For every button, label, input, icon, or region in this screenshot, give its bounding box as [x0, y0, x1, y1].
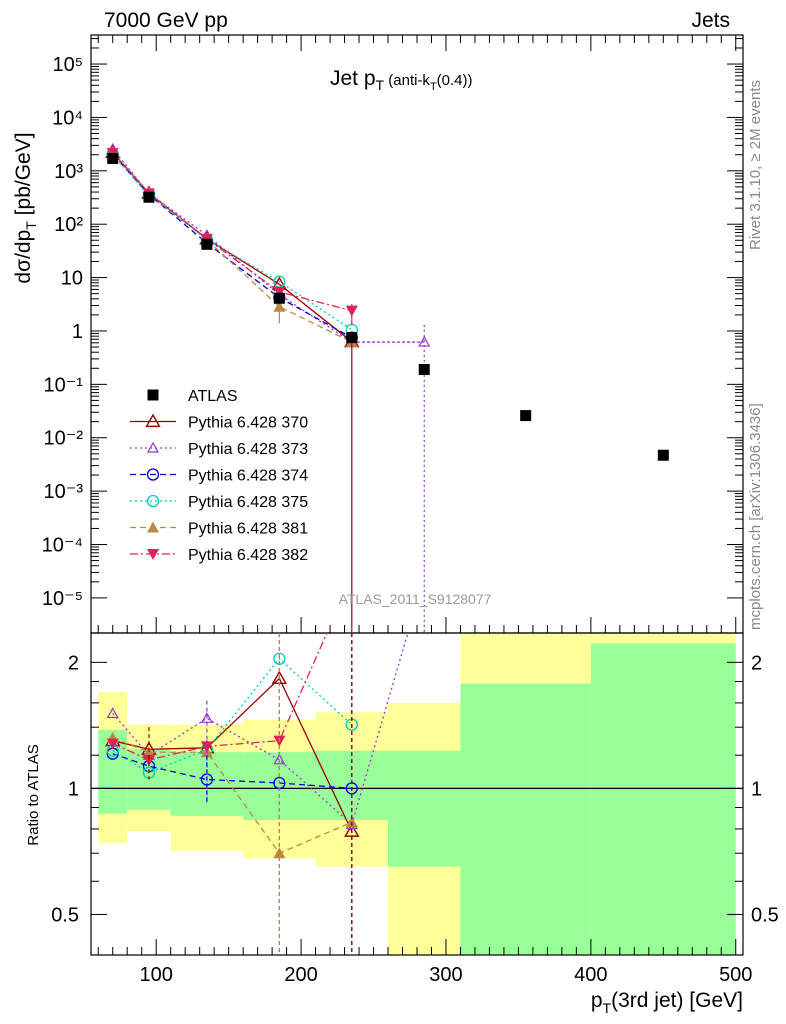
main-series-layer: [105, 142, 669, 633]
y-tick-label: 10⁴: [52, 107, 83, 129]
legend-label: Pythia 6.428 381: [188, 521, 308, 538]
ratio-point: [200, 741, 213, 753]
series-line: [112, 154, 353, 331]
y-tick-label: 10⁵: [52, 54, 83, 76]
ratio-y-tick-label: 0.5: [51, 904, 79, 926]
y-tick-label: 10⁻²: [44, 428, 84, 450]
ratio-y-tick-label-right: 0.5: [751, 904, 779, 926]
y-tick-label: 10³: [54, 161, 83, 183]
legend-marker: [145, 413, 161, 428]
chart-title-part: T: [376, 77, 385, 93]
y-tick-label: 10: [61, 268, 83, 290]
ratio-point: [345, 816, 358, 828]
legend-marker: [146, 441, 160, 453]
x-axis-title-part: p: [591, 989, 603, 1012]
data-point: [520, 410, 532, 422]
data-point: [107, 153, 119, 165]
y-axis-title-part: T: [23, 221, 39, 230]
ratio-line: [112, 753, 352, 790]
ratio-frame-box: [90, 632, 744, 956]
series-line: [112, 152, 353, 343]
main-series-p374: [106, 148, 358, 344]
y-tick-label: 10⁻⁴: [42, 535, 83, 557]
ratio-line: [112, 737, 353, 855]
chart-title-part: (anti-k: [384, 72, 430, 89]
legend-label: Pythia 6.428 373: [188, 441, 308, 458]
y-axis-title-main: dσ/dpT [pb/GeV]: [12, 132, 39, 283]
watermark: ATLAS_2011_S9128077: [339, 591, 492, 607]
main-series-p382: [106, 148, 358, 317]
side-label-rivet: Rivet 3.1.10, ≥ 2M events: [747, 80, 764, 250]
series-line: [112, 148, 425, 343]
side-label-mcplots: mcplots.cern.ch [arXiv:1306.3436]: [747, 403, 764, 630]
y-axis-title-part: dσ/dp: [12, 230, 35, 284]
y-tick-label: 10⁻¹: [44, 374, 84, 396]
band-inner-bin: [460, 683, 591, 955]
ratio-point: [106, 707, 119, 719]
header-left: 7000 GeV pp: [104, 9, 228, 32]
series-point: [273, 286, 286, 298]
ratio-panel-frame: 100 200 300 400 500 0.5 0.5 1 1 2 2: [51, 632, 779, 986]
legend-marker: [147, 521, 159, 533]
y-axis-title-part: [pb/GeV]: [12, 132, 35, 221]
ratio-y-tick-label-right: 1: [751, 778, 762, 800]
ratio-line: [112, 633, 409, 826]
x-tick-label: 200: [284, 964, 317, 986]
x-tick-label: 500: [719, 964, 752, 986]
main-series-p373: [106, 142, 431, 347]
y-tick-label: 10²: [54, 214, 83, 236]
legend-label: Pythia 6.428 375: [188, 494, 308, 511]
x-axis-title-part: T: [603, 1000, 612, 1016]
x-tick-label: 100: [140, 964, 173, 986]
legend-label: Pythia 6.428 382: [188, 547, 308, 564]
ratio-y-tick-label: 2: [68, 652, 79, 674]
chart-title-part: T: [430, 81, 437, 93]
x-tick-label: 300: [429, 964, 462, 986]
legend-marker: [146, 468, 160, 481]
main-panel-frame: 10⁻⁵ 10⁻⁴ 10⁻³ 10⁻² 10⁻¹ 1 10 10² 10³ 10⁴ 10⁵: [42, 34, 744, 955]
legend-label: Pythia 6.428 370: [188, 415, 308, 432]
ratio-y-tick-label: 1: [68, 778, 79, 800]
data-point: [273, 292, 285, 304]
band-inner-bin: [388, 750, 461, 867]
main-series-p370: [105, 144, 360, 348]
ratio-uncertainty-bands: [98, 633, 736, 955]
series-line: [112, 151, 353, 343]
y-axis-title-ratio: Ratio to ATLAS: [25, 744, 42, 845]
data-point: [143, 191, 155, 203]
ratio-point: [106, 738, 119, 750]
y-tick-label: 1: [72, 321, 83, 343]
legend-marker: [147, 549, 159, 560]
main-series-data: [107, 153, 669, 461]
chart-title: Jet pT (anti-kT(0.4)): [330, 67, 473, 93]
data-point: [657, 449, 669, 461]
x-axis-title-part: (3rd jet) [GeV]: [611, 989, 743, 1012]
series-line: [112, 152, 352, 312]
legend-marker: [147, 389, 159, 401]
ratio-y-tick-label-right: 2: [751, 652, 762, 674]
legend-label: ATLAS: [188, 388, 238, 405]
chart-title-part: (0.4)): [437, 72, 473, 89]
legend-marker: [146, 494, 160, 508]
x-axis-title: pT(3rd jet) [GeV]: [591, 989, 743, 1016]
header-right: Jets: [691, 9, 730, 32]
main-series-p375: [106, 148, 358, 336]
y-tick-label: 10⁻³: [44, 481, 84, 503]
data-point: [418, 363, 430, 375]
ratio-series-layer: [105, 633, 409, 955]
y-tick-label: 10⁻⁵: [42, 588, 83, 610]
chart-title-part: Jet p: [330, 67, 376, 90]
data-point: [346, 332, 358, 344]
main-frame-box: [90, 34, 744, 634]
series-line: [112, 153, 353, 339]
legend-label: Pythia 6.428 374: [188, 468, 308, 485]
legend: ATLAS Pythia 6.428 370 Pythia 6.428 373 Pyt…: [130, 388, 308, 564]
ratio-point: [273, 753, 286, 765]
x-tick-label: 400: [574, 964, 607, 986]
ratio-point: [142, 754, 155, 766]
data-point: [201, 238, 213, 250]
band-inner-bin: [590, 643, 736, 955]
